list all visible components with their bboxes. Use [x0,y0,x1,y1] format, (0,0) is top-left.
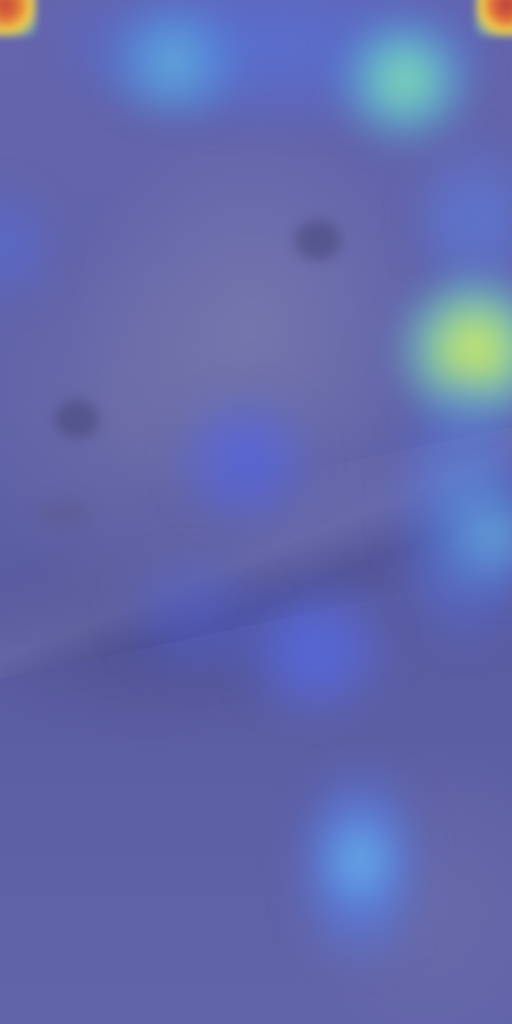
right-eye [295,220,341,260]
heat-blob-left-mid [0,190,50,300]
heat-blob-top-right [340,20,470,140]
heat-blob-bottom-core [325,810,395,910]
heat-corner-top-left [0,0,36,36]
heat-corner-top-right [476,0,512,36]
heat-blob-right-lower [455,480,512,590]
nose [40,500,90,530]
heat-blob-center [180,400,310,520]
heat-blob-upper-right-edge [420,140,512,300]
left-eye [55,400,99,438]
heat-blob-mid-left [120,560,270,670]
heat-blob-lower-center [245,590,385,710]
